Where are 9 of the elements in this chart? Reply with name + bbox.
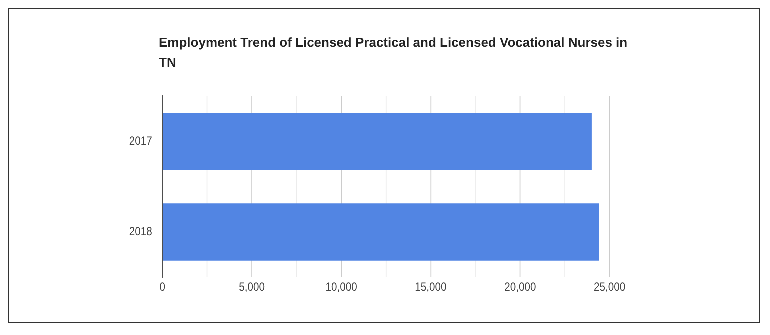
x-tick-label: 15,000 [415, 281, 447, 294]
y-tick-label: 2018 [129, 226, 152, 239]
x-tick-label: 5,000 [239, 281, 266, 294]
y-tick-label: 2017 [129, 135, 152, 148]
x-tick-label: 20,000 [504, 281, 536, 294]
x-tick-label: 25,000 [594, 281, 626, 294]
chart-title: Employment Trend of Licensed Practical and Licensed Vocational Nurses in TN [159, 34, 629, 72]
x-tick-label: 0 [160, 281, 166, 294]
x-tick-label: 10,000 [326, 281, 358, 294]
